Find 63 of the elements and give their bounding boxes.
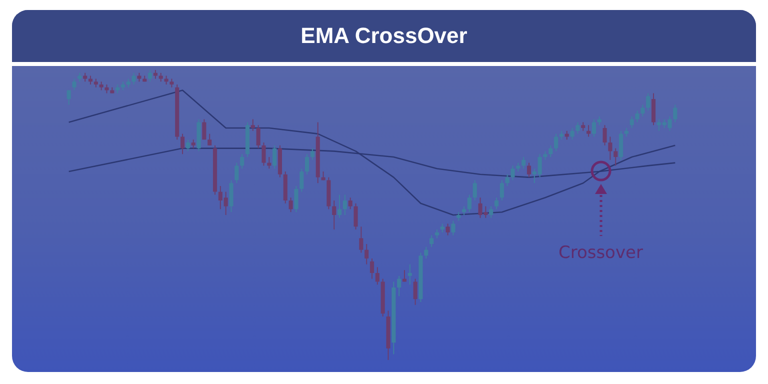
candlestick [375,266,380,286]
candlestick [310,148,314,160]
candlestick [348,197,352,210]
candlestick [337,194,342,218]
candlestick [66,90,71,106]
candlestick [272,144,277,170]
candlestick [526,162,532,178]
candlestick [554,133,558,152]
candlestick [132,72,136,85]
candlestick [608,136,612,160]
candlestick [294,186,298,213]
candlestick [430,234,434,248]
candlestick [202,118,206,140]
candlestick [505,174,510,186]
candlestick [186,139,190,152]
annotation: Crossover [557,243,644,264]
candlestick [618,130,624,160]
candlestick [370,258,374,280]
chart-title: EMA CrossOver [300,23,468,49]
candlestick [586,124,591,138]
candlestick [359,226,364,254]
candlestick [467,194,472,213]
candlestick [250,118,255,132]
candlestick [364,244,369,265]
candlestick [234,162,239,184]
candlestick [288,197,293,213]
candlestick [229,180,234,213]
candlestick [592,118,596,138]
candlestick [148,70,152,82]
candlestick [408,264,412,286]
candlestick [640,104,645,117]
candlestick [342,194,347,216]
candlestick [630,116,634,128]
candlestick [673,104,678,123]
candlestick [522,156,526,170]
candlestick [451,220,456,236]
candlestick [576,122,580,134]
candlestick [646,92,650,112]
candlestick [472,180,477,201]
candlestick [614,148,618,166]
candlestick [300,168,304,192]
candlestick [570,128,574,140]
candlestick [72,78,76,91]
candlestick [332,200,336,230]
candlestick [354,202,358,230]
candlestick [494,197,499,210]
candlestick [397,275,402,297]
candlestick [262,142,266,166]
candlestick [413,278,418,306]
candlestick [256,124,260,149]
candlestick [208,133,212,146]
candlestick [446,223,450,236]
candlestick [424,246,428,259]
candlestick [510,165,515,181]
candlestick [240,154,244,170]
candlestick [180,133,185,155]
candlestick [651,92,656,126]
candlestick [635,110,640,123]
candlestick [500,180,504,201]
candlestick [489,206,494,218]
candlestick [548,144,553,158]
candlestick [602,124,607,146]
candlestick [305,154,310,175]
